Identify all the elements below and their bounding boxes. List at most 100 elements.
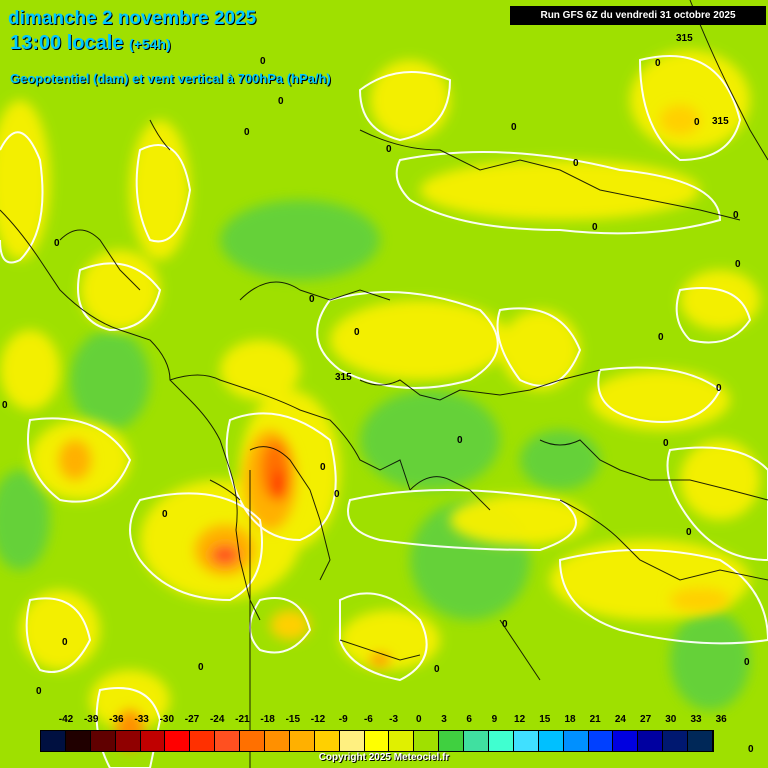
legend-swatch (41, 731, 66, 751)
geopotential-label: 315 (676, 33, 693, 44)
legend-tick-label: -18 (260, 714, 275, 725)
contour-label-zero: 0 (748, 744, 754, 755)
geopotential-label: 315 (335, 372, 352, 383)
legend-swatch (538, 731, 564, 751)
forecast-time: 13:00 locale (+54h) (10, 32, 171, 55)
contour-label-zero: 0 (733, 210, 739, 221)
legend-tick-label: 30 (665, 714, 677, 725)
legend-tick-label: -3 (389, 714, 399, 725)
contour-labels: 0 0 0 0 0 0 0 0 0 0 0 0 0 0 0 0 0 0 0 0 0 0 0 0 0 0 0 0 0 0 (2, 56, 754, 755)
legend-tick-label: 24 (614, 714, 626, 725)
contour-label-zero: 0 (2, 400, 8, 411)
legend-tick-label: 33 (690, 714, 702, 725)
legend-tick-label: 36 (715, 714, 727, 725)
legend-tick-label: -24 (209, 714, 225, 725)
forecast-date: dimanche 2 novembre 2025 (8, 8, 257, 29)
legend-swatch (588, 731, 614, 751)
contour-label-zero: 0 (278, 96, 284, 107)
contour-label-zero: 0 (457, 435, 463, 446)
legend-swatch (289, 731, 315, 751)
legend-swatch (115, 731, 141, 751)
contour-label-zero: 0 (573, 158, 579, 169)
legend-tick-label: -12 (310, 714, 326, 725)
color-legend (40, 730, 715, 752)
legend-swatch (688, 731, 714, 751)
strong-ascent-zones (59, 105, 730, 750)
legend-swatch (513, 731, 539, 751)
legend-swatch (190, 731, 216, 751)
contour-label-zero: 0 (334, 489, 340, 500)
legend-tick-label: 12 (514, 714, 526, 725)
contour-label-zero: 0 (162, 509, 168, 520)
negative-vv-zones (0, 200, 750, 710)
legend-swatch (339, 731, 365, 751)
legend-tick-label: -33 (134, 714, 149, 725)
legend-swatch (364, 731, 390, 751)
legend-swatch (165, 731, 191, 751)
contour-label-zero: 0 (320, 462, 326, 473)
contour-label-zero: 0 (434, 664, 440, 675)
legend-tick-label: -30 (159, 714, 175, 725)
legend-swatch (439, 731, 465, 751)
contour-label-zero: 0 (716, 383, 722, 394)
forecast-local-time: 13:00 locale (10, 32, 124, 54)
legend-swatch (140, 731, 166, 751)
run-info-badge: Run GFS 6Z du vendredi 31 octobre 2025 (510, 6, 766, 25)
contour-label-zero: 0 (655, 58, 661, 69)
legend-swatch (489, 731, 514, 751)
legend-tick-label: -21 (235, 714, 250, 725)
legend-tick-label: 9 (491, 714, 498, 725)
contour-label-zero: 0 (244, 127, 250, 138)
geopotential-labels: 315 315 315 (335, 33, 729, 383)
legend-tick-label: 0 (416, 714, 422, 725)
legend-tick-label: -27 (184, 714, 200, 725)
legend-swatch (265, 731, 290, 751)
legend-swatch (215, 731, 241, 751)
legend-swatch (65, 731, 91, 751)
contour-label-zero: 0 (663, 438, 669, 449)
legend-tick-label: -42 (58, 714, 74, 725)
contour-label-zero: 0 (62, 637, 68, 648)
legend-swatch (90, 731, 116, 751)
legend-tick-label: 27 (640, 714, 652, 725)
copyright: Copyright 2025 Meteociel.fr (318, 752, 450, 763)
contour-label-zero: 0 (198, 662, 204, 673)
contour-label-zero: 0 (744, 657, 750, 668)
legend-swatch (414, 731, 440, 751)
contour-label-zero: 0 (592, 222, 598, 233)
legend-tick-label: 21 (589, 714, 601, 725)
contour-label-zero: 0 (309, 294, 315, 305)
legend-tick-label: -15 (285, 714, 301, 725)
contour-label-zero: 0 (735, 259, 741, 270)
geopotential-label: 315 (712, 116, 729, 127)
contour-label-zero: 0 (354, 327, 360, 338)
contour-label-zero: 0 (502, 619, 508, 630)
contour-label-zero: 0 (694, 117, 700, 128)
legend-swatch (240, 731, 266, 751)
legend-tick-label: -6 (363, 714, 373, 725)
legend-swatch (638, 731, 664, 751)
legend-tick-label: -36 (109, 714, 124, 725)
contour-label-zero: 0 (658, 332, 664, 343)
legend-swatch (663, 731, 689, 751)
zero-contours (0, 55, 768, 768)
legend-swatch (389, 731, 415, 751)
legend-tick-label: 6 (466, 714, 472, 725)
contour-label-zero: 0 (54, 238, 60, 249)
legend-tick-label: 3 (441, 714, 447, 725)
legend-tick-label: 18 (564, 714, 576, 725)
weak-ascent-zones (0, 50, 760, 730)
lead-time: (+54h) (128, 36, 171, 52)
legend-swatch (563, 731, 589, 751)
contour-label-zero: 0 (260, 56, 266, 67)
legend-swatch (314, 731, 340, 751)
legend-tick-label: -39 (83, 714, 99, 725)
legend-swatch (613, 731, 639, 751)
legend-swatch (464, 731, 490, 751)
contour-label-zero: 0 (386, 144, 392, 155)
contour-label-zero: 0 (511, 122, 517, 133)
contour-label-zero: 0 (36, 686, 42, 697)
legend-tick-label: 15 (539, 714, 551, 725)
